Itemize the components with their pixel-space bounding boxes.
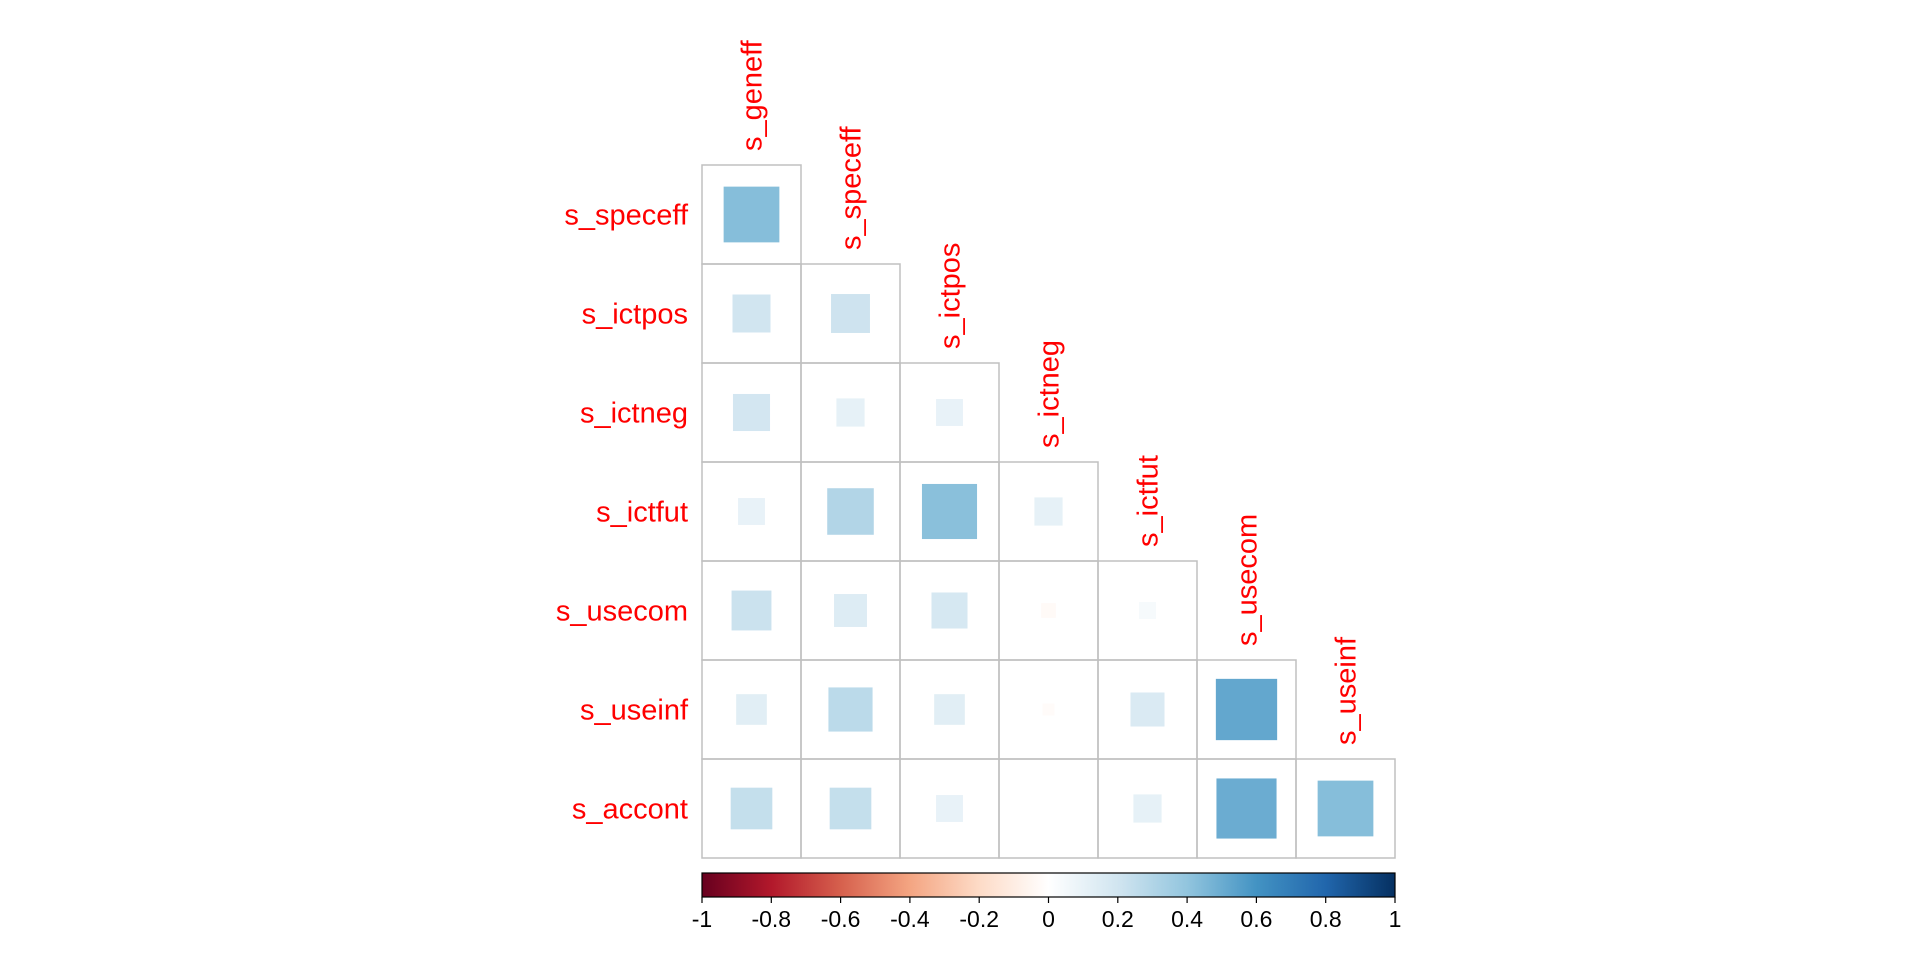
color-bar-tick-label: 0.2 [1102, 906, 1134, 932]
column-label: s_ictneg [1034, 340, 1066, 448]
correlation-square [1041, 603, 1056, 618]
correlation-square [834, 594, 867, 627]
correlation-square [730, 787, 773, 830]
cell-grid [701, 164, 1396, 859]
row-label: s_ictfut [596, 497, 688, 529]
correlation-square [723, 186, 780, 243]
correlation-square [732, 294, 771, 333]
color-bar-tick-label: 0.6 [1240, 906, 1272, 932]
correlation-square [1034, 497, 1063, 526]
correlation-square [828, 687, 873, 732]
correlation-square [736, 694, 767, 725]
color-legend: -1 -0.8 -0.6 -0.4 -0.2 0 0.2 0.4 0.6 0.8 1 [692, 872, 1402, 932]
row-label: s_accont [572, 794, 688, 826]
correlation-square [1042, 703, 1055, 716]
correlation-square [934, 694, 965, 725]
row-label: s_ictpos [582, 299, 688, 331]
column-label: s_geneff [737, 39, 769, 151]
row-label: s_usecom [556, 596, 688, 628]
row-label: s_ictneg [580, 398, 688, 430]
correlation-square [1216, 778, 1277, 839]
correlation-square [1133, 794, 1162, 823]
correlation-square [827, 488, 874, 535]
color-bar-tick-label: -0.6 [821, 906, 861, 932]
color-bar-tick-label: 1 [1389, 906, 1402, 932]
row-label: s_useinf [580, 695, 689, 727]
color-bar-tick-label: 0.4 [1171, 906, 1203, 932]
color-bar-tick-label: -1 [692, 906, 712, 932]
grid-cell [998, 758, 1099, 859]
column-label: s_ictfut [1133, 455, 1165, 547]
column-labels: s_geneff s_speceff s_ictpos s_ictneg s_ictfu… [737, 39, 1363, 745]
correlation-square [731, 590, 772, 631]
correlation-square [936, 399, 963, 426]
color-bar-tick-label: -0.2 [959, 906, 999, 932]
correlation-square [836, 398, 865, 427]
correlation-square [829, 787, 872, 830]
column-label: s_speceff [836, 125, 868, 250]
column-label: s_ictpos [935, 243, 967, 349]
column-label: s_useinf [1331, 636, 1363, 745]
row-labels: s_speceff s_ictpos s_ictneg s_ictfut s_useco… [556, 200, 689, 826]
correlation-squares [723, 186, 1374, 839]
grid-cell [1295, 758, 1396, 859]
correlation-square [1317, 780, 1374, 837]
correlation-square [738, 498, 765, 525]
color-bar [701, 872, 1396, 898]
color-bar-tick-label: 0.8 [1310, 906, 1342, 932]
row-label: s_speceff [564, 200, 689, 232]
correlation-square [936, 795, 963, 822]
correlation-square [1130, 692, 1165, 727]
correlation-square [732, 393, 771, 432]
color-bar-tick-label: -0.4 [890, 906, 930, 932]
correlation-square [831, 294, 870, 333]
correlation-square [931, 592, 968, 629]
correlation-square [921, 483, 978, 540]
column-label: s_usecom [1232, 514, 1264, 646]
correlation-square [1139, 602, 1156, 619]
correlation-square [1215, 678, 1278, 741]
color-bar-tick-label: -0.8 [751, 906, 791, 932]
color-bar-tick-label: 0 [1042, 906, 1055, 932]
